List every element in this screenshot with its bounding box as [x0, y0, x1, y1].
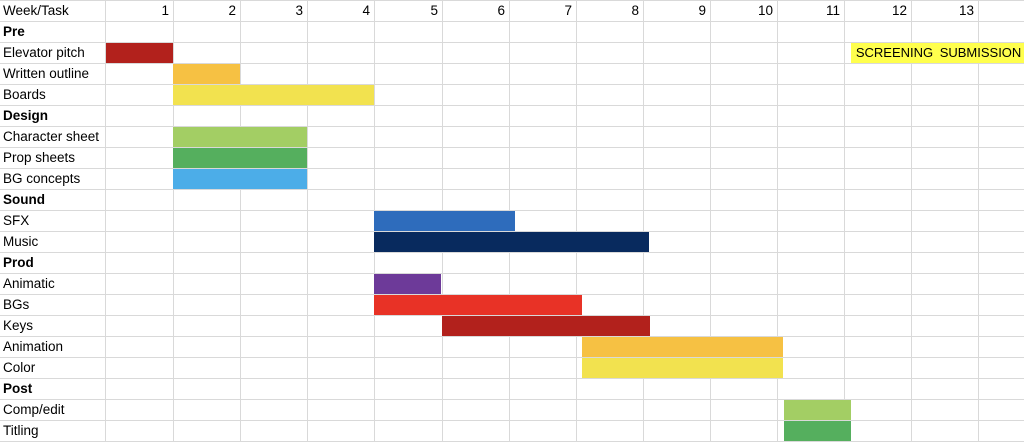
grid-row-line	[0, 105, 1024, 106]
grid-row-line	[0, 147, 1024, 148]
grid-column-line	[240, 0, 241, 441]
grid-column-line	[173, 0, 174, 441]
task-label-boards: Boards	[3, 87, 46, 102]
header-week-task: Week/Task	[3, 3, 69, 18]
week-tick-label: 13	[958, 3, 974, 18]
task-label-character-sheet: Character sheet	[3, 129, 100, 144]
section-label-prod: Prod	[3, 255, 34, 270]
bar-bgs	[374, 295, 582, 315]
bar-animation	[582, 337, 783, 357]
grid-row-line	[0, 378, 1024, 379]
bar-character-sheet	[173, 127, 307, 147]
task-label-animatic: Animatic	[3, 276, 55, 291]
bar-titling	[784, 421, 851, 441]
week-tick-label: 6	[497, 3, 505, 18]
milestone-label-submission: SUBMISSION	[939, 45, 1022, 60]
section-label-post: Post	[3, 381, 33, 396]
week-tick-label: 3	[295, 3, 303, 18]
bar-color	[582, 358, 783, 378]
grid-row-line	[0, 189, 1024, 190]
week-tick-label: 7	[564, 3, 572, 18]
grid-row-line	[0, 420, 1024, 421]
grid-row-line	[0, 294, 1024, 295]
grid-row-line	[0, 399, 1024, 400]
grid-column-line	[978, 0, 979, 441]
week-tick-label: 5	[430, 3, 438, 18]
week-tick-label: 12	[891, 3, 907, 18]
grid-column-line	[105, 0, 106, 441]
grid-row-line	[0, 21, 1024, 22]
bar-comp-edit	[784, 400, 851, 420]
grid-column-line	[710, 0, 711, 441]
grid-row-line	[0, 315, 1024, 316]
grid-row-line	[0, 336, 1024, 337]
task-label-animation: Animation	[3, 339, 64, 354]
task-label-written-outline: Written outline	[3, 66, 90, 81]
grid-row-line	[0, 231, 1024, 232]
task-label-color: Color	[3, 360, 36, 375]
task-label-comp-edit: Comp/edit	[3, 402, 65, 417]
grid-row-line	[0, 84, 1024, 85]
week-tick-label: 8	[631, 3, 639, 18]
task-label-bg-concepts: BG concepts	[3, 171, 81, 186]
grid-column-line	[576, 0, 577, 441]
task-label-prop-sheets: Prop sheets	[3, 150, 76, 165]
task-label-bgs: BGs	[3, 297, 30, 312]
task-label-elevator-pitch: Elevator pitch	[3, 45, 85, 60]
grid-row-line	[0, 357, 1024, 358]
grid-row-line	[0, 252, 1024, 253]
task-label-sfx: SFX	[3, 213, 30, 228]
bar-keys	[442, 316, 650, 336]
bar-animatic	[374, 274, 441, 294]
grid-row-line	[0, 42, 1024, 43]
bar-elevator-pitch	[106, 43, 173, 63]
week-tick-label: 9	[698, 3, 706, 18]
grid-column-line	[643, 0, 644, 441]
grid-row-line	[0, 0, 1024, 1]
bar-boards	[173, 85, 374, 105]
milestone-highlight	[851, 43, 1024, 63]
milestone-label-screening: SCREENING	[855, 45, 934, 60]
section-label-sound: Sound	[3, 192, 45, 207]
section-label-pre: Pre	[3, 24, 25, 39]
section-label-design: Design	[3, 108, 49, 123]
bar-prop-sheets	[173, 148, 307, 168]
grid-row-line	[0, 126, 1024, 127]
week-tick-label: 1	[161, 3, 169, 18]
grid-column-line	[777, 0, 778, 441]
week-tick-label: 10	[757, 3, 773, 18]
grid-column-line	[844, 0, 845, 441]
week-tick-label: 4	[362, 3, 370, 18]
bar-sfx	[374, 211, 515, 231]
bar-bg-concepts	[173, 169, 307, 189]
task-label-keys: Keys	[3, 318, 34, 333]
week-tick-label: 2	[228, 3, 236, 18]
grid-column-line	[911, 0, 912, 441]
grid-row-line	[0, 273, 1024, 274]
week-tick-label: 11	[825, 3, 840, 18]
bar-music	[374, 232, 649, 252]
grid-row-line	[0, 63, 1024, 64]
grid-row-line	[0, 210, 1024, 211]
grid-column-line	[307, 0, 308, 441]
task-label-titling: Titling	[3, 423, 39, 438]
task-label-music: Music	[3, 234, 39, 249]
grid-row-line	[0, 168, 1024, 169]
bar-written-outline	[173, 64, 240, 84]
